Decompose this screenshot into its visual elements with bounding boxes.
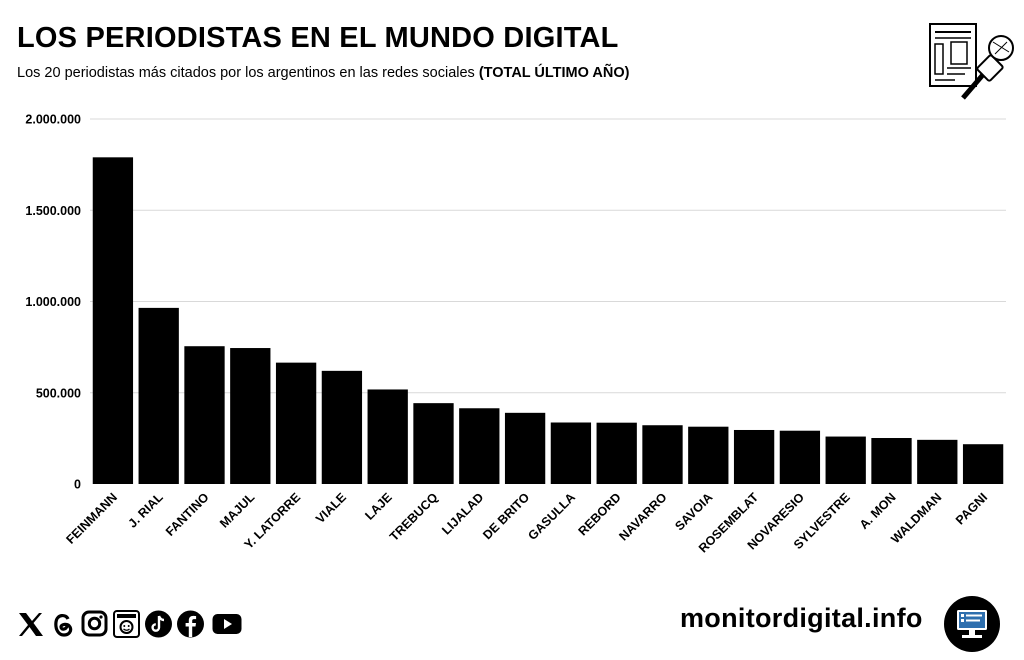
bar-novaresio bbox=[779, 430, 821, 484]
x-tick-label: SAVOIA bbox=[672, 490, 715, 533]
bar-chart: 0 500.000 1.000.000 1.500.000 2.000.000 FEIN… bbox=[25, 113, 1006, 555]
monitor-logo-icon bbox=[944, 596, 1000, 652]
bar-gasulla bbox=[550, 422, 592, 484]
bar-de-brito bbox=[504, 412, 546, 484]
y-tick-label: 1.500.000 bbox=[25, 204, 81, 218]
y-axis-ticks: 0 500.000 1.000.000 1.500.000 2.000.000 bbox=[25, 113, 81, 492]
bar-trebucq bbox=[413, 403, 454, 484]
journalist-microphone-icon bbox=[929, 23, 1014, 100]
y-tick-label: 500.000 bbox=[36, 386, 81, 400]
bar-y-latorre bbox=[275, 362, 317, 484]
bar-majul bbox=[230, 348, 271, 484]
x-tick-label: PAGNI bbox=[953, 490, 990, 527]
subtitle-text: Los 20 periodistas más citados por los a… bbox=[17, 65, 479, 81]
youtube-icon[interactable] bbox=[208, 608, 246, 640]
y-tick-label: 0 bbox=[74, 478, 81, 492]
newsletter-icon[interactable] bbox=[112, 608, 141, 640]
bar-rosemblat bbox=[733, 429, 775, 484]
x-tick-label: FEINMANN bbox=[63, 490, 120, 547]
x-icon[interactable] bbox=[16, 608, 45, 640]
tiktok-icon[interactable] bbox=[144, 608, 173, 640]
page-title: LOS PERIODISTAS EN EL MUNDO DIGITAL bbox=[17, 22, 619, 54]
x-tick-label: VIALE bbox=[313, 490, 349, 526]
subtitle-bold: (TOTAL ÚLTIMO AÑO) bbox=[478, 65, 630, 81]
social-icons bbox=[16, 608, 246, 640]
bar-fantino bbox=[184, 346, 225, 484]
bar-viale bbox=[321, 370, 363, 484]
bars bbox=[92, 157, 1004, 484]
x-tick-label: REBORD bbox=[576, 490, 624, 538]
bar-laje bbox=[367, 389, 408, 484]
bar-a-mon bbox=[871, 438, 912, 484]
gridlines bbox=[90, 118, 1006, 394]
bar-navarro bbox=[642, 425, 683, 484]
page-subtitle: Los 20 periodistas más citados por los a… bbox=[17, 65, 629, 81]
x-tick-label: TREBUCQ bbox=[387, 490, 441, 544]
threads-icon[interactable] bbox=[48, 608, 77, 640]
bar-lijalad bbox=[459, 408, 500, 484]
bar-savoia bbox=[688, 426, 729, 484]
facebook-icon[interactable] bbox=[176, 608, 205, 640]
instagram-icon[interactable] bbox=[80, 608, 109, 640]
brand-name: monitordigital.info bbox=[680, 603, 923, 633]
x-tick-label: MAJUL bbox=[217, 490, 258, 531]
x-tick-label: LAJE bbox=[362, 490, 394, 522]
x-tick-label: J. RIAL bbox=[125, 490, 166, 531]
x-tick-label: A. MON bbox=[857, 490, 899, 532]
bar-pagni bbox=[962, 444, 1004, 484]
bar-j-rial bbox=[138, 307, 179, 484]
bar-feinmann bbox=[92, 157, 134, 484]
x-tick-label: DE BRITO bbox=[480, 490, 532, 542]
y-tick-label: 2.000.000 bbox=[25, 113, 81, 127]
y-tick-label: 1.000.000 bbox=[25, 295, 81, 309]
x-tick-label: LIJALAD bbox=[439, 490, 486, 537]
x-tick-label: GASULLA bbox=[525, 490, 578, 543]
x-tick-label: FANTINO bbox=[163, 490, 212, 539]
bar-waldman bbox=[917, 439, 958, 484]
bar-sylvestre bbox=[825, 436, 866, 484]
x-tick-label: NAVARRO bbox=[616, 490, 669, 543]
bar-rebord bbox=[596, 422, 637, 484]
